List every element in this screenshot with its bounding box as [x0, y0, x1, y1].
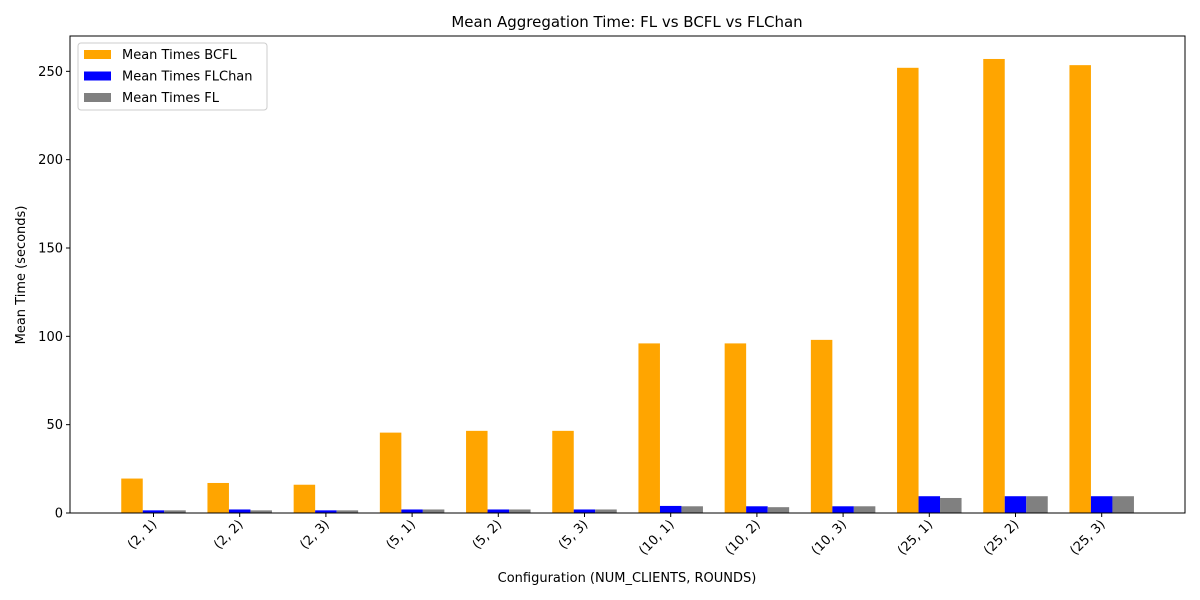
bar-2-8	[746, 506, 768, 513]
y-tick-label: 0	[55, 507, 63, 522]
bar-2-6	[573, 509, 596, 513]
bar-1-11	[983, 58, 1005, 513]
x-axis: (2, 1) (2, 2) (2, 3) (5, 1) (5, 2) (5, 3) (10,…	[125, 513, 1109, 558]
legend-box	[77, 42, 268, 111]
plot-frame	[69, 35, 1186, 514]
y-tick-label: 50	[46, 418, 63, 433]
y-axis: 0 50 100 150 200 250	[38, 65, 70, 522]
y-axis-label: Mean Time (seconds)	[14, 206, 29, 345]
legend-swatch	[84, 71, 111, 81]
legend-swatch	[84, 50, 111, 59]
x-tick-label: (10, 2)	[723, 517, 764, 558]
bar-2-1	[142, 510, 165, 513]
bar-2-2	[228, 509, 251, 513]
bar-3-2	[250, 510, 272, 513]
legend: Mean Times BCFL Mean Times FLChan Mean Tim…	[77, 42, 268, 111]
legend-label: Mean Times FL	[122, 91, 220, 106]
legend-swatch	[84, 93, 111, 102]
y-tick-label: 200	[38, 153, 63, 168]
bar-1-5	[466, 430, 488, 513]
x-tick-label: (10, 3)	[809, 517, 850, 558]
bar-2-12	[1090, 496, 1113, 513]
x-axis-label: Configuration (NUM_CLIENTS, ROUNDS)	[498, 571, 757, 586]
bar-3-11	[1026, 496, 1048, 513]
bar-3-3	[336, 510, 359, 513]
bar-3-5	[509, 509, 531, 513]
y-tick-label: 250	[38, 65, 63, 80]
bar-1-1	[121, 478, 143, 513]
x-tick-label: (10, 1)	[636, 517, 677, 558]
x-tick-label: (2, 1)	[125, 517, 160, 552]
bar-2-10	[918, 496, 941, 513]
bar-2-11	[1004, 496, 1027, 513]
bar-1-12	[1069, 65, 1091, 514]
bar-1-9	[810, 339, 833, 513]
bar-3-12	[1112, 496, 1134, 513]
x-tick-label: (5, 3)	[556, 517, 591, 552]
bars-group	[121, 58, 1134, 514]
x-tick-label: (5, 2)	[470, 517, 505, 552]
bar-1-2	[207, 482, 229, 513]
y-tick-label: 150	[38, 242, 63, 257]
bar-3-8	[767, 507, 790, 513]
x-tick-label: (25, 2)	[981, 517, 1022, 558]
bar-2-5	[487, 509, 510, 513]
bar-3-4	[422, 509, 445, 513]
bar-3-1	[164, 510, 186, 513]
bar-2-3	[315, 510, 337, 513]
bar-1-6	[552, 430, 574, 513]
bar-2-4	[401, 509, 423, 513]
bar-1-8	[724, 343, 747, 513]
bar-3-7	[681, 506, 703, 513]
bar-2-7	[659, 505, 682, 513]
bar-1-4	[379, 432, 402, 513]
x-tick-label: (25, 1)	[895, 517, 936, 558]
legend-label: Mean Times BCFL	[122, 48, 238, 63]
bar-3-6	[595, 509, 617, 513]
bar-1-10	[897, 67, 919, 514]
chart-title: Mean Aggregation Time: FL vs BCFL vs FLC…	[451, 13, 802, 31]
bar-3-9	[853, 506, 876, 513]
bar-3-10	[940, 497, 962, 513]
bar-2-9	[832, 506, 854, 513]
bar-1-3	[293, 484, 316, 513]
bar-1-7	[638, 343, 660, 513]
x-tick-label: (5, 1)	[384, 517, 419, 552]
x-tick-label: (25, 3)	[1067, 517, 1108, 558]
x-tick-label: (2, 2)	[211, 517, 246, 552]
legend-label: Mean Times FLChan	[122, 70, 253, 85]
y-tick-label: 100	[38, 330, 63, 345]
x-tick-label: (2, 3)	[297, 517, 332, 552]
